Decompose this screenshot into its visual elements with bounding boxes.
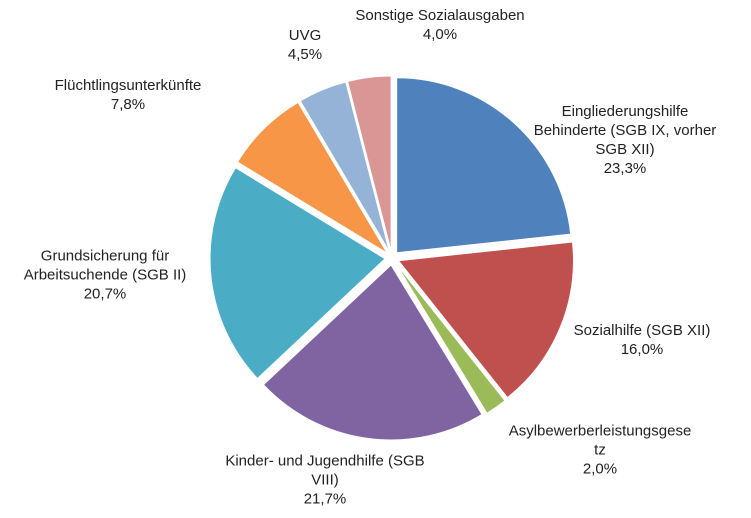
slice-label: Eingliederungshilfe Behinderte (SGB IX, … <box>530 102 720 178</box>
pie-slice <box>395 263 506 414</box>
category-label: Kinder- und Jugendhilfe (SGB VIII) <box>225 452 425 489</box>
pie-slice <box>262 264 483 441</box>
slice-label: Flüchtlingsunterkünfte 7,8% <box>33 76 223 114</box>
slice-label: Sonstige Sozialausgaben 4,0% <box>340 6 540 44</box>
category-label: Flüchtlingsunterkünfte <box>54 77 202 94</box>
slice-label: Asylbewerberleistungsgesetz 2,0% <box>508 422 693 479</box>
value-label: 4,5% <box>287 46 323 63</box>
value-label: 23,3% <box>603 160 647 177</box>
pie-slice <box>346 75 392 252</box>
value-label: 16,0% <box>620 341 664 358</box>
category-label: Sozialhilfe (SGB XII) <box>573 322 711 339</box>
slice-label: UVG 4,5% <box>265 26 345 64</box>
pie-slice <box>396 77 572 254</box>
pie-slice <box>209 167 386 380</box>
category-label: Sonstige Sozialausgaben <box>355 7 525 24</box>
category-label: Eingliederungshilfe Behinderte (SGB IX, … <box>533 103 717 158</box>
slice-label: Sozialhilfe (SGB XII) 16,0% <box>557 321 727 359</box>
value-label: 2,0% <box>582 460 618 478</box>
value-label: 7,8% <box>110 96 146 113</box>
slice-label: Kinder- und Jugendhilfe (SGB VIII) 21,7% <box>225 452 425 509</box>
pie-slice <box>397 241 574 399</box>
value-label: 4,0% <box>422 26 458 43</box>
pie-slice <box>236 101 388 254</box>
category-label: UVG <box>288 27 322 44</box>
value-label: 21,7% <box>303 490 347 508</box>
pie-slice <box>299 81 390 252</box>
category-label: Asylbewerberleistungsgesetz <box>508 422 692 459</box>
category-label: Grundsicherung für Arbeitsuchende (SGB I… <box>23 247 187 284</box>
value-label: 20,7% <box>83 285 127 303</box>
slice-label: Grundsicherung für Arbeitsuchende (SGB I… <box>10 247 200 304</box>
